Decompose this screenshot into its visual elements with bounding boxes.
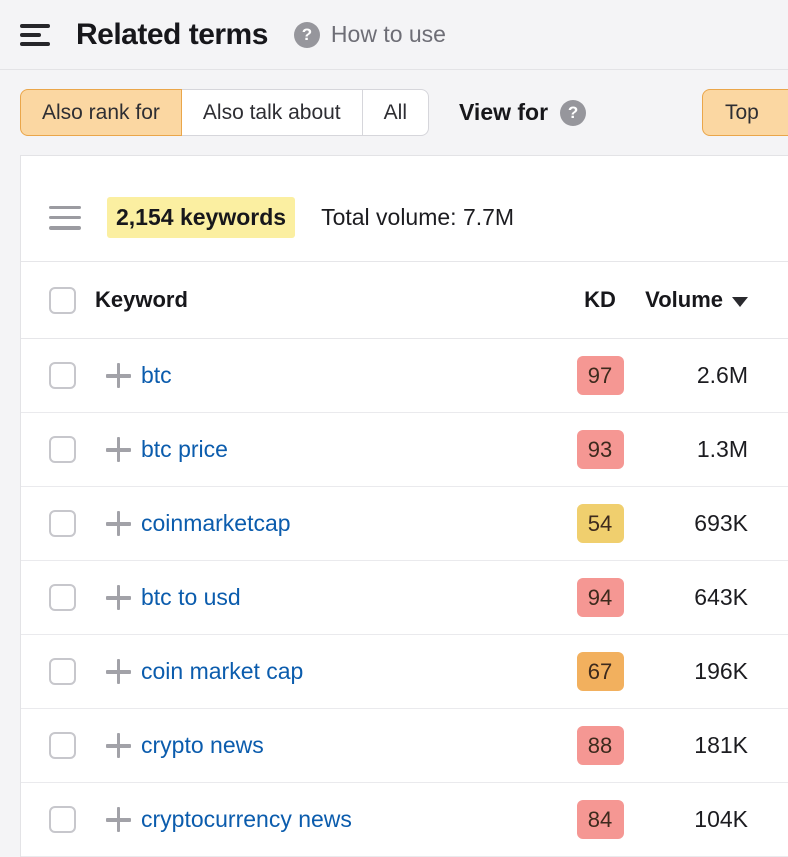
volume-cell: 1.3M xyxy=(696,436,748,462)
view-for-group: View for ? xyxy=(459,99,587,126)
plus-icon[interactable] xyxy=(105,363,131,388)
kd-badge: 54 xyxy=(576,504,624,543)
top-filter-button[interactable]: Top xyxy=(702,89,788,136)
list-icon[interactable] xyxy=(49,205,81,230)
keyword-link[interactable]: coin market cap xyxy=(141,658,304,684)
plus-icon[interactable] xyxy=(105,511,131,536)
volume-cell: 693K xyxy=(694,510,748,536)
plus-icon[interactable] xyxy=(105,437,131,462)
row-checkbox[interactable] xyxy=(49,436,76,463)
view-for-label: View for xyxy=(459,99,549,125)
results-toolbar: 2,154 keywords Total volume: 7.7M xyxy=(21,156,788,262)
how-to-use-label: How to use xyxy=(330,21,446,47)
plus-icon[interactable] xyxy=(105,733,131,758)
plus-icon[interactable] xyxy=(105,585,131,610)
plus-icon[interactable] xyxy=(105,807,131,832)
volume-cell: 104K xyxy=(694,806,748,832)
keyword-link[interactable]: btc price xyxy=(141,436,228,462)
plus-icon[interactable] xyxy=(105,659,131,684)
row-checkbox[interactable] xyxy=(49,732,76,759)
table-row: coin market cap 67 196K xyxy=(21,635,788,709)
keyword-link[interactable]: btc to usd xyxy=(141,584,241,610)
tab-all[interactable]: All xyxy=(361,89,429,136)
keywords-count: 2,154 keywords xyxy=(107,197,296,238)
top-header: Related terms ? How to use xyxy=(0,0,788,70)
row-checkbox[interactable] xyxy=(49,510,76,537)
results-card: 2,154 keywords Total volume: 7.7M Keywor… xyxy=(20,155,788,857)
table-row: btc 97 2.6M xyxy=(21,339,788,413)
total-volume: Total volume: 7.7M xyxy=(321,204,515,230)
keyword-link[interactable]: coinmarketcap xyxy=(141,510,291,536)
volume-column-header[interactable]: Volume xyxy=(640,287,748,313)
volume-cell: 181K xyxy=(694,732,748,758)
volume-cell: 2.6M xyxy=(696,362,748,388)
caret-down-icon xyxy=(732,296,748,307)
question-circle-icon: ? xyxy=(293,21,320,48)
table-header-row: Keyword KD Volume xyxy=(21,262,788,339)
kd-column-header[interactable]: KD xyxy=(584,287,616,312)
volume-cell: 196K xyxy=(694,658,748,684)
row-checkbox[interactable] xyxy=(49,806,76,833)
kd-badge: 88 xyxy=(576,726,624,765)
filter-bar: Also rank for Also talk about All View f… xyxy=(0,70,788,155)
row-checkbox[interactable] xyxy=(49,584,76,611)
hamburger-menu-icon[interactable] xyxy=(20,21,54,49)
row-checkbox[interactable] xyxy=(49,658,76,685)
kd-badge: 93 xyxy=(576,430,624,469)
row-checkbox[interactable] xyxy=(49,362,76,389)
table-row: coinmarketcap 54 693K xyxy=(21,487,788,561)
keyword-link[interactable]: btc xyxy=(141,362,172,388)
volume-cell: 643K xyxy=(694,584,748,610)
kd-badge: 97 xyxy=(576,356,624,395)
table-row: cryptocurrency news 84 104K xyxy=(21,783,788,857)
how-to-use-link[interactable]: ? How to use xyxy=(293,21,446,48)
table-row: crypto news 88 181K xyxy=(21,709,788,783)
kd-badge: 67 xyxy=(576,652,624,691)
page-title: Related terms xyxy=(76,17,268,51)
keyword-link[interactable]: cryptocurrency news xyxy=(141,806,352,832)
table-body: btc 97 2.6M btc price 93 1.3M coinmarket… xyxy=(21,339,788,857)
tab-also-rank-for[interactable]: Also rank for xyxy=(20,89,182,136)
keyword-link[interactable]: crypto news xyxy=(141,732,264,758)
view-for-help-icon[interactable]: ? xyxy=(560,99,587,126)
tab-also-talk-about[interactable]: Also talk about xyxy=(180,89,363,136)
keyword-column-header[interactable]: Keyword xyxy=(95,287,188,312)
kd-badge: 84 xyxy=(576,800,624,839)
table-row: btc to usd 94 643K xyxy=(21,561,788,635)
report-mode-tabs: Also rank for Also talk about All xyxy=(20,89,429,136)
select-all-checkbox[interactable] xyxy=(49,286,76,314)
table-row: btc price 93 1.3M xyxy=(21,413,788,487)
kd-badge: 94 xyxy=(576,578,624,617)
volume-column-label: Volume xyxy=(645,287,723,312)
